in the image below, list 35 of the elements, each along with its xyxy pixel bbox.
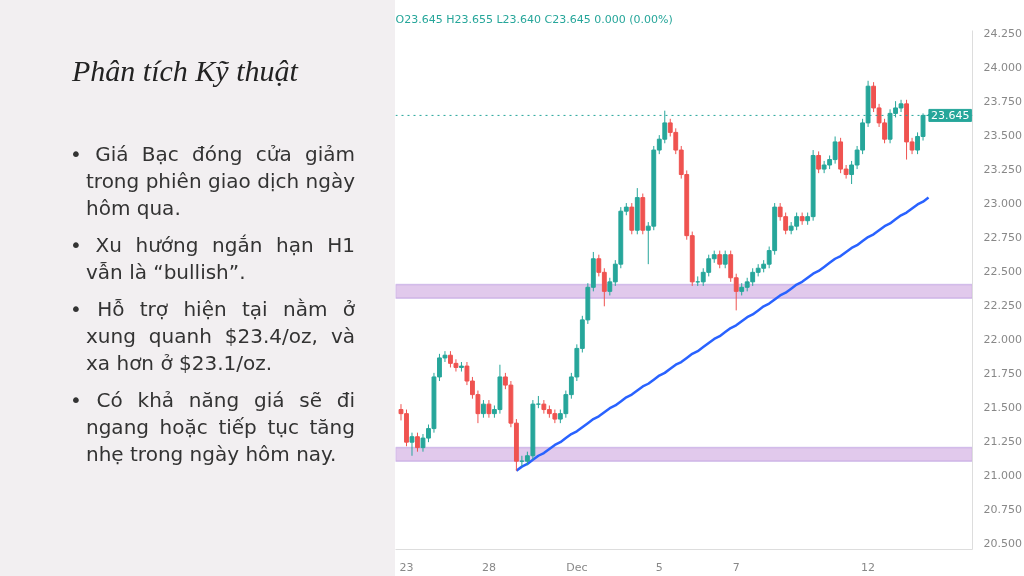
text: • Hỗ trợ hiện tại nằm ở xung quanh $23.4/oz, và xa hơn ở $23.1/oz. [70, 295, 355, 377]
y-tick-label: 20.500 [983, 536, 1022, 550]
candlestick [799, 212, 805, 226]
x-tick-label: 5 [655, 560, 663, 574]
y-tick-label: 21.500 [983, 400, 1022, 414]
y-tick-label: 22.500 [983, 264, 1022, 278]
y-tick-label: 24.250 [983, 27, 1022, 41]
y-tick-label: 24.000 [983, 61, 1022, 75]
y-tick-label: 23.000 [983, 197, 1022, 211]
text: Phân tích Kỹ thuật [71, 53, 300, 89]
candlestick [816, 150, 822, 174]
x-tick-label: 23 [399, 560, 414, 574]
chart-subtitle: O23.645 H23.655 L23.640 C23.645 0.000 (0.00%) [395, 12, 673, 26]
text: • Giá Bạc đóng cửa giảm trong phiên giao dịch ngày hôm qua. [70, 140, 355, 222]
y-tick-label: 21.250 [983, 434, 1022, 448]
y-tick-label: 22.750 [983, 231, 1022, 245]
ref-line-label: 23.645 [930, 109, 970, 123]
x-tick-label: Dec [566, 560, 588, 574]
y-tick-label: 21.000 [983, 468, 1022, 482]
y-tick-label: 23.500 [983, 129, 1022, 143]
y-tick-label: 22.250 [983, 298, 1022, 312]
y-tick-label: 23.750 [983, 95, 1022, 109]
x-tick-label: 12 [861, 560, 876, 574]
y-tick-label: 21.750 [983, 366, 1022, 380]
candlestick [409, 432, 415, 457]
line-series [515, 196, 930, 472]
text: • Có khả năng giá sẽ đi ngang hoặc tiếp tục tăng nhẹ trong ngày hôm nay. [70, 386, 355, 468]
x-tick-label: 28 [481, 560, 496, 574]
candlestick [629, 202, 635, 235]
text: • Xu hướng ngắn hạn H1 vẫn là “bullish”. [70, 231, 355, 286]
y-tick-label: 23.250 [983, 163, 1022, 177]
candlestick [415, 432, 420, 453]
y-tick-label: 20.750 [983, 502, 1022, 516]
x-tick-label: 7 [732, 560, 740, 574]
y-tick-label: 22.000 [983, 332, 1022, 346]
